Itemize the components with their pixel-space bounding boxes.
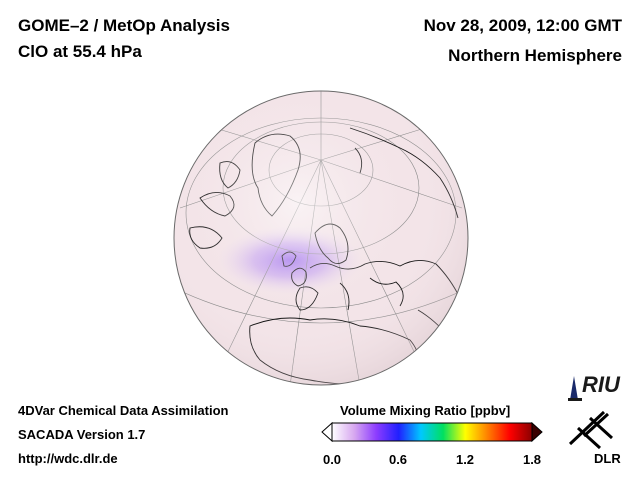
footer-url: http://wdc.dlr.de bbox=[18, 451, 118, 466]
dlr-logo-text: DLR bbox=[594, 451, 621, 466]
dlr-logo-icon bbox=[568, 410, 614, 450]
riu-logo-text: RIU bbox=[582, 372, 620, 397]
map-title: GOME–2 / MetOp Analysis bbox=[18, 16, 230, 35]
colorbar-tick-2: 1.2 bbox=[455, 452, 475, 467]
date-label: Nov 28, 2009, 12:00 GMT bbox=[423, 16, 622, 35]
hemisphere-label: Northern Hemisphere bbox=[448, 46, 622, 65]
footer-version: SACADA Version 1.7 bbox=[18, 427, 146, 442]
colorbar-tick-3: 1.8 bbox=[522, 452, 542, 467]
globe-shading bbox=[174, 91, 468, 385]
colorbar bbox=[321, 422, 543, 442]
footer-method: 4DVar Chemical Data Assimilation bbox=[18, 403, 229, 418]
riu-logo-icon bbox=[568, 376, 582, 401]
map-subtitle: ClO at 55.4 hPa bbox=[18, 42, 142, 61]
globe-outline bbox=[173, 90, 469, 386]
colorbar-ramp bbox=[331, 422, 533, 442]
colorbar-min-arrow bbox=[321, 422, 333, 442]
colorbar-tick-0: 0.0 bbox=[322, 452, 342, 467]
colorbar-label: Volume Mixing Ratio [ppbv] bbox=[340, 403, 511, 418]
globe-map bbox=[173, 90, 469, 386]
colorbar-max-arrow bbox=[531, 422, 543, 442]
colorbar-tick-1: 0.6 bbox=[388, 452, 408, 467]
